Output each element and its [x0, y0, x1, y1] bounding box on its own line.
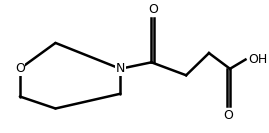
Text: N: N — [116, 62, 125, 75]
Text: O: O — [224, 109, 233, 122]
Text: O: O — [148, 3, 158, 16]
Text: O: O — [15, 62, 25, 75]
Text: OH: OH — [248, 53, 267, 66]
